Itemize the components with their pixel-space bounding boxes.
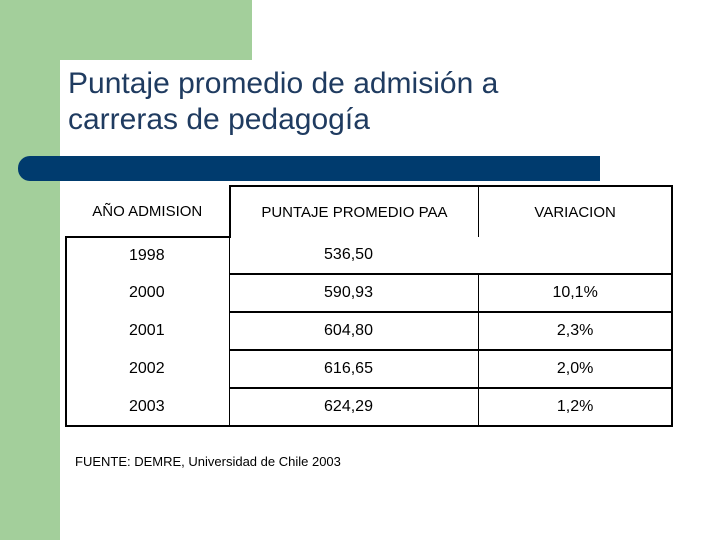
admission-scores-table: AÑO ADMISION PUNTAJE PROMEDIO PAA VARIAC… [65,185,674,427]
header-score: PUNTAJE PROMEDIO PAA [228,185,480,237]
header-year: AÑO ADMISION [66,186,231,237]
cell-score: 590,93 [229,274,480,313]
cell-variation: 2,0% [478,350,674,389]
cell-year: 1998 [65,236,231,274]
cell-year: 2001 [65,312,231,350]
cell-score: 604,80 [229,312,480,351]
source-note: FUENTE: DEMRE, Universidad de Chile 2003 [75,454,341,469]
table-row: 2001 604,80 2,3% [65,312,674,351]
decorative-green-header [0,0,252,60]
cell-score: 624,29 [229,388,480,427]
cell-year: 2002 [65,350,231,388]
cell-score: 536,50 [229,237,479,275]
table-row: 2002 616,65 2,0% [65,350,674,389]
decorative-green-sidebar [0,0,60,540]
cell-variation [478,237,674,275]
table-header-row: AÑO ADMISION PUNTAJE PROMEDIO PAA VARIAC… [66,185,674,237]
cell-variation: 10,1% [478,274,674,313]
cell-year: 2003 [65,388,231,427]
table-row: 2000 590,93 10,1% [65,274,674,313]
header-variation: VARIACION [478,185,674,237]
cell-variation: 1,2% [478,388,674,427]
cell-variation: 2,3% [478,312,674,351]
table-row: 2003 624,29 1,2% [65,388,674,427]
slide-title-line-1: Puntaje promedio de admisión a [68,67,499,100]
slide-title-line-2: carreras de pedagogía [68,103,370,136]
slide-title: Puntaje promedio de admisión a carreras … [68,66,668,138]
cell-year: 2000 [65,274,231,312]
table-row: 1998 536,50 [65,236,674,275]
title-divider-bar [18,156,600,181]
cell-score: 616,65 [229,350,480,389]
